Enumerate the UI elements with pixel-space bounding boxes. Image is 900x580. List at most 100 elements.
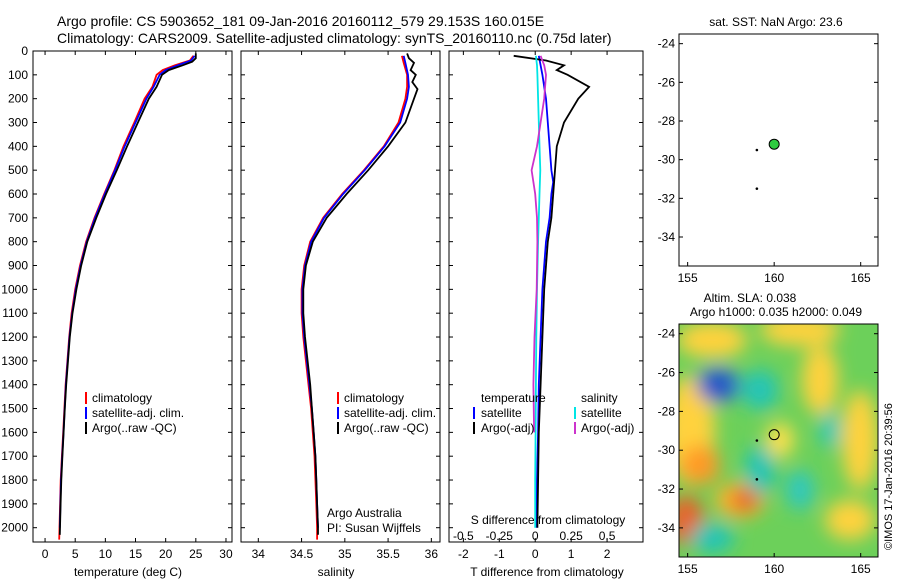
salinity-y-ticks [241,50,440,529]
x-tick-label: 34 [252,547,266,561]
sla-patch [820,412,840,448]
s-tick-label: 0.5 [599,529,616,543]
track-point [755,478,759,481]
map-y-tick-label: -24 [658,327,676,341]
s-tick-label: 0.25 [559,529,583,543]
sst-map-frame [678,33,879,267]
salinity-panel: 34 34.5 35 35.5 36 salinity climatology sate… [240,50,441,579]
sla-patch [690,523,734,553]
track-point [755,187,759,190]
map-y-tick-label: -28 [658,404,676,418]
legend-label-argo: Argo(..raw -QC) [344,421,429,435]
depth-tick-label: 1100 [2,306,28,320]
sla-map-frame [678,323,879,558]
difference-s-label: S difference from climatology [471,513,626,527]
salinity-x-label: salinity [318,565,355,579]
series-line [530,55,547,433]
legend-label-t-satellite: satellite [481,406,522,420]
header-line-2: Climatology: CARS2009. Satellite-adjuste… [57,30,612,46]
difference-legend: temperature salinity satellite Argo(-adj… [473,391,634,435]
legend-heading-temperature: temperature [481,391,546,405]
map-x-tick-label: 165 [851,562,871,576]
legend-label-satellite: satellite-adj. clim. [344,406,436,420]
legend-label-climatology: climatology [344,391,404,405]
map-y-tick-label: -28 [658,114,676,128]
x-tick-label: 2 [604,547,611,561]
x-tick-label: 0 [42,547,49,561]
x-tick-label: 1 [568,547,575,561]
x-tick-label: 20 [159,547,173,561]
map-y-tick-label: -26 [658,366,676,380]
sla-map-title: Altim. SLA: 0.038 [704,291,797,305]
map-y-tick-label: -34 [658,230,676,244]
sla-heatmap [679,324,878,553]
sla-patch [733,490,757,510]
sla-patch [760,324,840,346]
sla-map-subtitle: Argo h1000: 0.035 h2000: 0.049 [690,305,862,319]
map-y-tick-label: -32 [658,191,676,205]
map-y-tick-label: -26 [658,75,676,89]
sla-patch [786,470,814,510]
sla-map-panel: Altim. SLA: 0.038 Argo h1000: 0.035 h200… [658,291,879,576]
legend-label-s-argo: Argo(-adj) [581,421,634,435]
sla-patch [679,324,747,358]
credit-pi: PI: Susan Wijffels [327,521,421,535]
depth-tick-label: 200 [8,92,28,106]
x-tick-label: 5 [72,547,79,561]
sla-patch [825,500,875,540]
legend-label-satellite: satellite-adj. clim. [92,406,184,420]
x-tick-label: -2 [458,547,469,561]
temperature-legend: climatology satellite-adj. clim. Argo(..… [85,391,184,435]
depth-tick-label: 500 [8,163,28,177]
x-tick-label: 10 [99,547,113,561]
float-position-marker [768,429,780,441]
series-line [534,55,542,528]
x-tick-label: -1 [494,547,505,561]
depth-tick-label: 100 [8,68,28,82]
depth-tick-label: 1400 [1,378,28,392]
legend-label-s-satellite: satellite [581,406,622,420]
depth-tick-label: 900 [8,259,28,273]
temperature-y-ticks [33,50,232,529]
map-x-tick-label: 160 [764,562,784,576]
track-point [755,439,759,442]
copyright-stamp: ©IMOS 17-Jan-2016 20:39:56 [883,403,895,550]
depth-tick-label: 0 [21,44,28,58]
map-y-tick-label: -34 [658,521,676,535]
salinity-x-ticks: 34 34.5 35 35.5 36 [252,51,438,561]
x-tick-label: 35.5 [376,547,400,561]
series-line [302,53,419,535]
sst-map-panel: sat. SST: NaN Argo: 23.6 155 160 165 -24 -26… [658,15,879,285]
s-tick-label: -0.25 [486,529,514,543]
sla-patch [802,345,838,415]
depth-tick-label: 1800 [1,473,28,487]
x-tick-label: 35 [338,547,352,561]
map-y-tick-label: -30 [658,153,676,167]
series-line [58,53,197,535]
series-line [513,54,591,528]
depth-tick-label: 1600 [1,425,28,439]
map-x-tick-label: 165 [851,271,871,285]
depth-tick-label: 1700 [1,449,28,463]
map-x-tick-label: 155 [678,562,698,576]
depth-tick-label: 1300 [1,354,28,368]
map-x-tick-label: 160 [764,271,784,285]
sst-map-ticks: 155 160 165 -24 -26 -28 -30 -32 -34 [658,37,878,285]
depth-tick-label: 1000 [1,282,28,296]
x-tick-label: 0 [532,547,539,561]
depth-tick-label: 600 [8,187,28,201]
difference-t-ticks: -2 -1 0 1 2 [458,51,611,561]
depth-tick-label: 1900 [1,497,28,511]
map-y-tick-label: -24 [658,37,676,51]
temperature-x-ticks: 0 5 10 15 20 25 30 [42,51,233,561]
header-line-1: Argo profile: CS 5903652_181 09-Jan-2016… [57,13,544,29]
depth-tick-label: 1500 [1,402,28,416]
s-tick-label: 0 [532,529,539,543]
depth-tick-label: 400 [8,139,28,153]
depth-tick-label: 1200 [1,330,28,344]
depth-tick-label: 800 [8,235,28,249]
map-y-tick-label: -30 [658,443,676,457]
salinity-legend: climatology satellite-adj. clim. Argo(..… [337,391,436,435]
x-tick-label: 25 [189,547,203,561]
